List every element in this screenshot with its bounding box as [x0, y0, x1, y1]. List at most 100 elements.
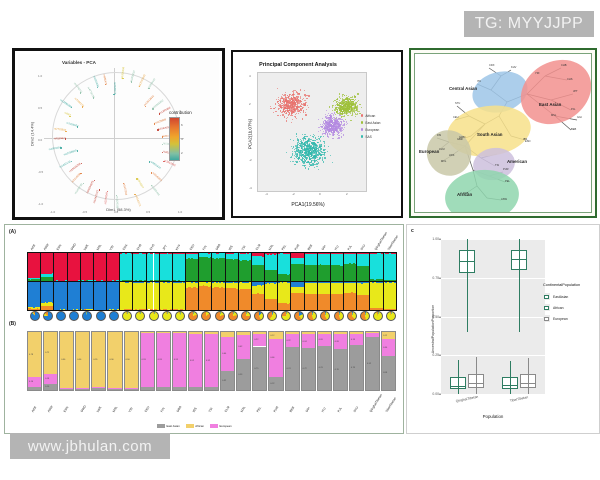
admixture-individual-bar [91, 253, 93, 281]
pca-scatter-point [347, 102, 349, 104]
admixture-population-cell [54, 282, 68, 310]
pca-scatter-point [301, 158, 303, 160]
pca-legend-item[interactable]: European [361, 126, 397, 133]
admixture-pie-chart [227, 311, 238, 321]
boxplot-legend-key-icon [543, 304, 550, 311]
pca-scatter-point [340, 103, 343, 105]
admixture-population-label: ESN [63, 405, 70, 413]
pca-scatter-point [282, 101, 284, 103]
pca-scatter-point [338, 112, 340, 114]
pca-scatter-point [319, 136, 321, 138]
boxplot-xlabel: Population [482, 414, 504, 419]
admixture-individual-bar [104, 282, 107, 310]
boxplot-legend-item[interactable]: European [543, 313, 595, 324]
pca-scatter-point [281, 97, 283, 99]
pca-scatter-point [313, 151, 315, 153]
pca-scatter-point [314, 163, 316, 165]
pca-scatter-point [291, 113, 293, 115]
admixture-individual-bar [61, 253, 64, 281]
pca-scatter-point [281, 107, 283, 109]
admixture-population-cell [344, 282, 358, 310]
admixture-population-cell [186, 282, 200, 310]
pca-scatter-point [338, 103, 340, 105]
pca-scatter-point [287, 96, 289, 98]
pca-scatter-point [308, 152, 310, 154]
pca-legend-item[interactable]: SAS [361, 133, 397, 140]
pca-scatter-point [291, 95, 293, 97]
admixture-population-cell [159, 282, 173, 310]
pca-scatter-point [342, 95, 344, 97]
admixture-individual-bar [140, 253, 143, 281]
pca-scatter-point [305, 111, 307, 114]
pca-scatter-point [296, 92, 298, 94]
pca-scatter-point [304, 143, 306, 145]
pca-scatter-point [279, 110, 282, 112]
pca-scatter-point [292, 104, 294, 106]
pca-scatter-point [335, 106, 337, 108]
admixture-b-bar: 0.18 0.78 [348, 331, 364, 391]
pca-scatter-point [349, 109, 351, 111]
pca-scatter-point [304, 148, 306, 150]
pca-scatter-point [297, 155, 299, 157]
pca-scatter-point [308, 148, 310, 150]
admixture-b-bar: 0.42 0.53 [236, 331, 252, 391]
contribution-tick: 6 [181, 123, 183, 127]
pca-scatter-point [319, 153, 321, 155]
pca-scatter-point [332, 118, 335, 120]
admixture-b-legend-item[interactable]: East Asian [157, 424, 180, 428]
pca-scatter-point [329, 117, 331, 119]
pca-scatter-point [310, 144, 313, 146]
pca-scatter-point [316, 139, 318, 141]
pca-scatter-point [324, 133, 326, 136]
boxplot-legend-item[interactable]: EastAsian [543, 291, 595, 302]
pca-scatter-point [328, 128, 330, 130]
boxplot-legend-item[interactable]: African [543, 302, 595, 313]
pca-scatter-point [327, 145, 329, 148]
pca-scatter-point [335, 126, 338, 128]
pca-scatter-point [301, 148, 303, 150]
pca-scatter-point [314, 139, 316, 141]
admixture-population-label: MXL [267, 243, 275, 251]
pca-scatter-point [290, 111, 293, 113]
pca-scatter-point [345, 105, 348, 107]
tree-leaf-label: CHB [561, 64, 567, 67]
admixture-b-value-label: 0.58 [383, 372, 388, 375]
pca-scatter-point [355, 107, 357, 110]
pca-scatter-point [328, 122, 330, 124]
pca-scatter-point [326, 127, 328, 130]
admixture-b-legend-item[interactable]: African [185, 424, 204, 428]
pca-scatter-point [347, 105, 349, 107]
pca-scatter-point [300, 142, 302, 145]
pca-scatter-point [295, 160, 297, 162]
pca-scatter-point [303, 103, 305, 105]
pca-scatter-point [287, 110, 289, 112]
pca-scatter-point [299, 158, 301, 160]
admixture-population-label: FIN [159, 406, 166, 413]
pca-scatter-point [340, 106, 342, 108]
admixture-pie-chart [122, 311, 133, 321]
pca-legend-item[interactable]: East Asian [361, 119, 397, 126]
pca-scatter-point [328, 119, 330, 121]
pca-scatter-point [351, 102, 353, 104]
admixture-individual-bar [115, 253, 118, 281]
admixture-pie-chart [69, 311, 80, 321]
pca-scatter-point [307, 137, 309, 139]
admixture-b-legend-item[interactable]: European [209, 424, 232, 428]
pca-scatter-point [303, 137, 306, 139]
admixture-individual-bar [236, 282, 238, 310]
pca-scatter-point [344, 114, 346, 116]
pca-scatter-point [293, 96, 295, 98]
pca-scatter-point [291, 108, 293, 110]
pca-scatter-point [351, 104, 353, 106]
pca-legend-label: SAS [365, 134, 372, 139]
pca-scatter-point [338, 129, 340, 132]
pca-scatter-point [340, 107, 342, 109]
pca-scatter-point [301, 161, 303, 163]
pca-scatter-point [346, 100, 348, 103]
pca-scatter-point [287, 105, 289, 107]
pca-scatter-point [308, 157, 310, 159]
pca-legend-item[interactable]: African [361, 112, 397, 119]
pca-scatter-point [285, 120, 287, 122]
pca-scatter-point [347, 98, 349, 101]
admixture-population-label: GWD [79, 404, 87, 413]
